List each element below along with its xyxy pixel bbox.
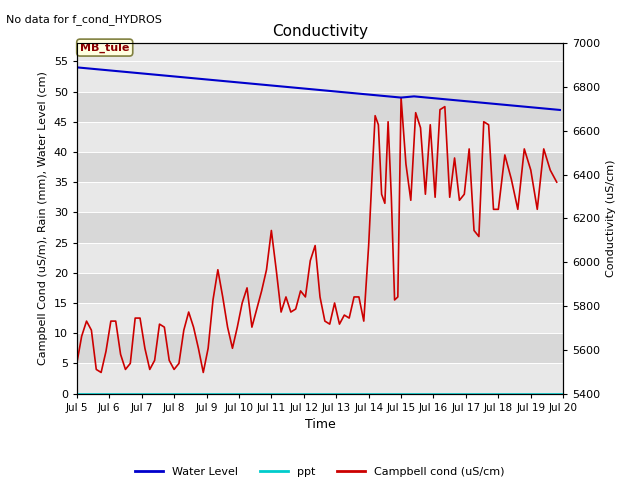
X-axis label: Time: Time [305,418,335,431]
Y-axis label: Campbell Cond (uS/m), Rain (mm), Water Level (cm): Campbell Cond (uS/m), Rain (mm), Water L… [38,72,48,365]
Bar [77,363,563,394]
Text: MB_tule: MB_tule [80,42,129,53]
Legend: Water Level, ppt, Campbell cond (uS/cm): Water Level, ppt, Campbell cond (uS/cm) [131,462,509,480]
Bar [77,61,563,92]
Title: Conductivity: Conductivity [272,24,368,39]
Bar [77,303,563,333]
Bar [77,182,563,212]
Bar [77,273,563,303]
Y-axis label: Conductivity (uS/cm): Conductivity (uS/cm) [606,160,616,277]
Bar [77,122,563,152]
Bar [77,92,563,122]
Bar [77,212,563,242]
Bar [77,242,563,273]
Text: No data for f_cond_HYDROS: No data for f_cond_HYDROS [6,14,163,25]
Bar [77,152,563,182]
Bar [77,333,563,363]
